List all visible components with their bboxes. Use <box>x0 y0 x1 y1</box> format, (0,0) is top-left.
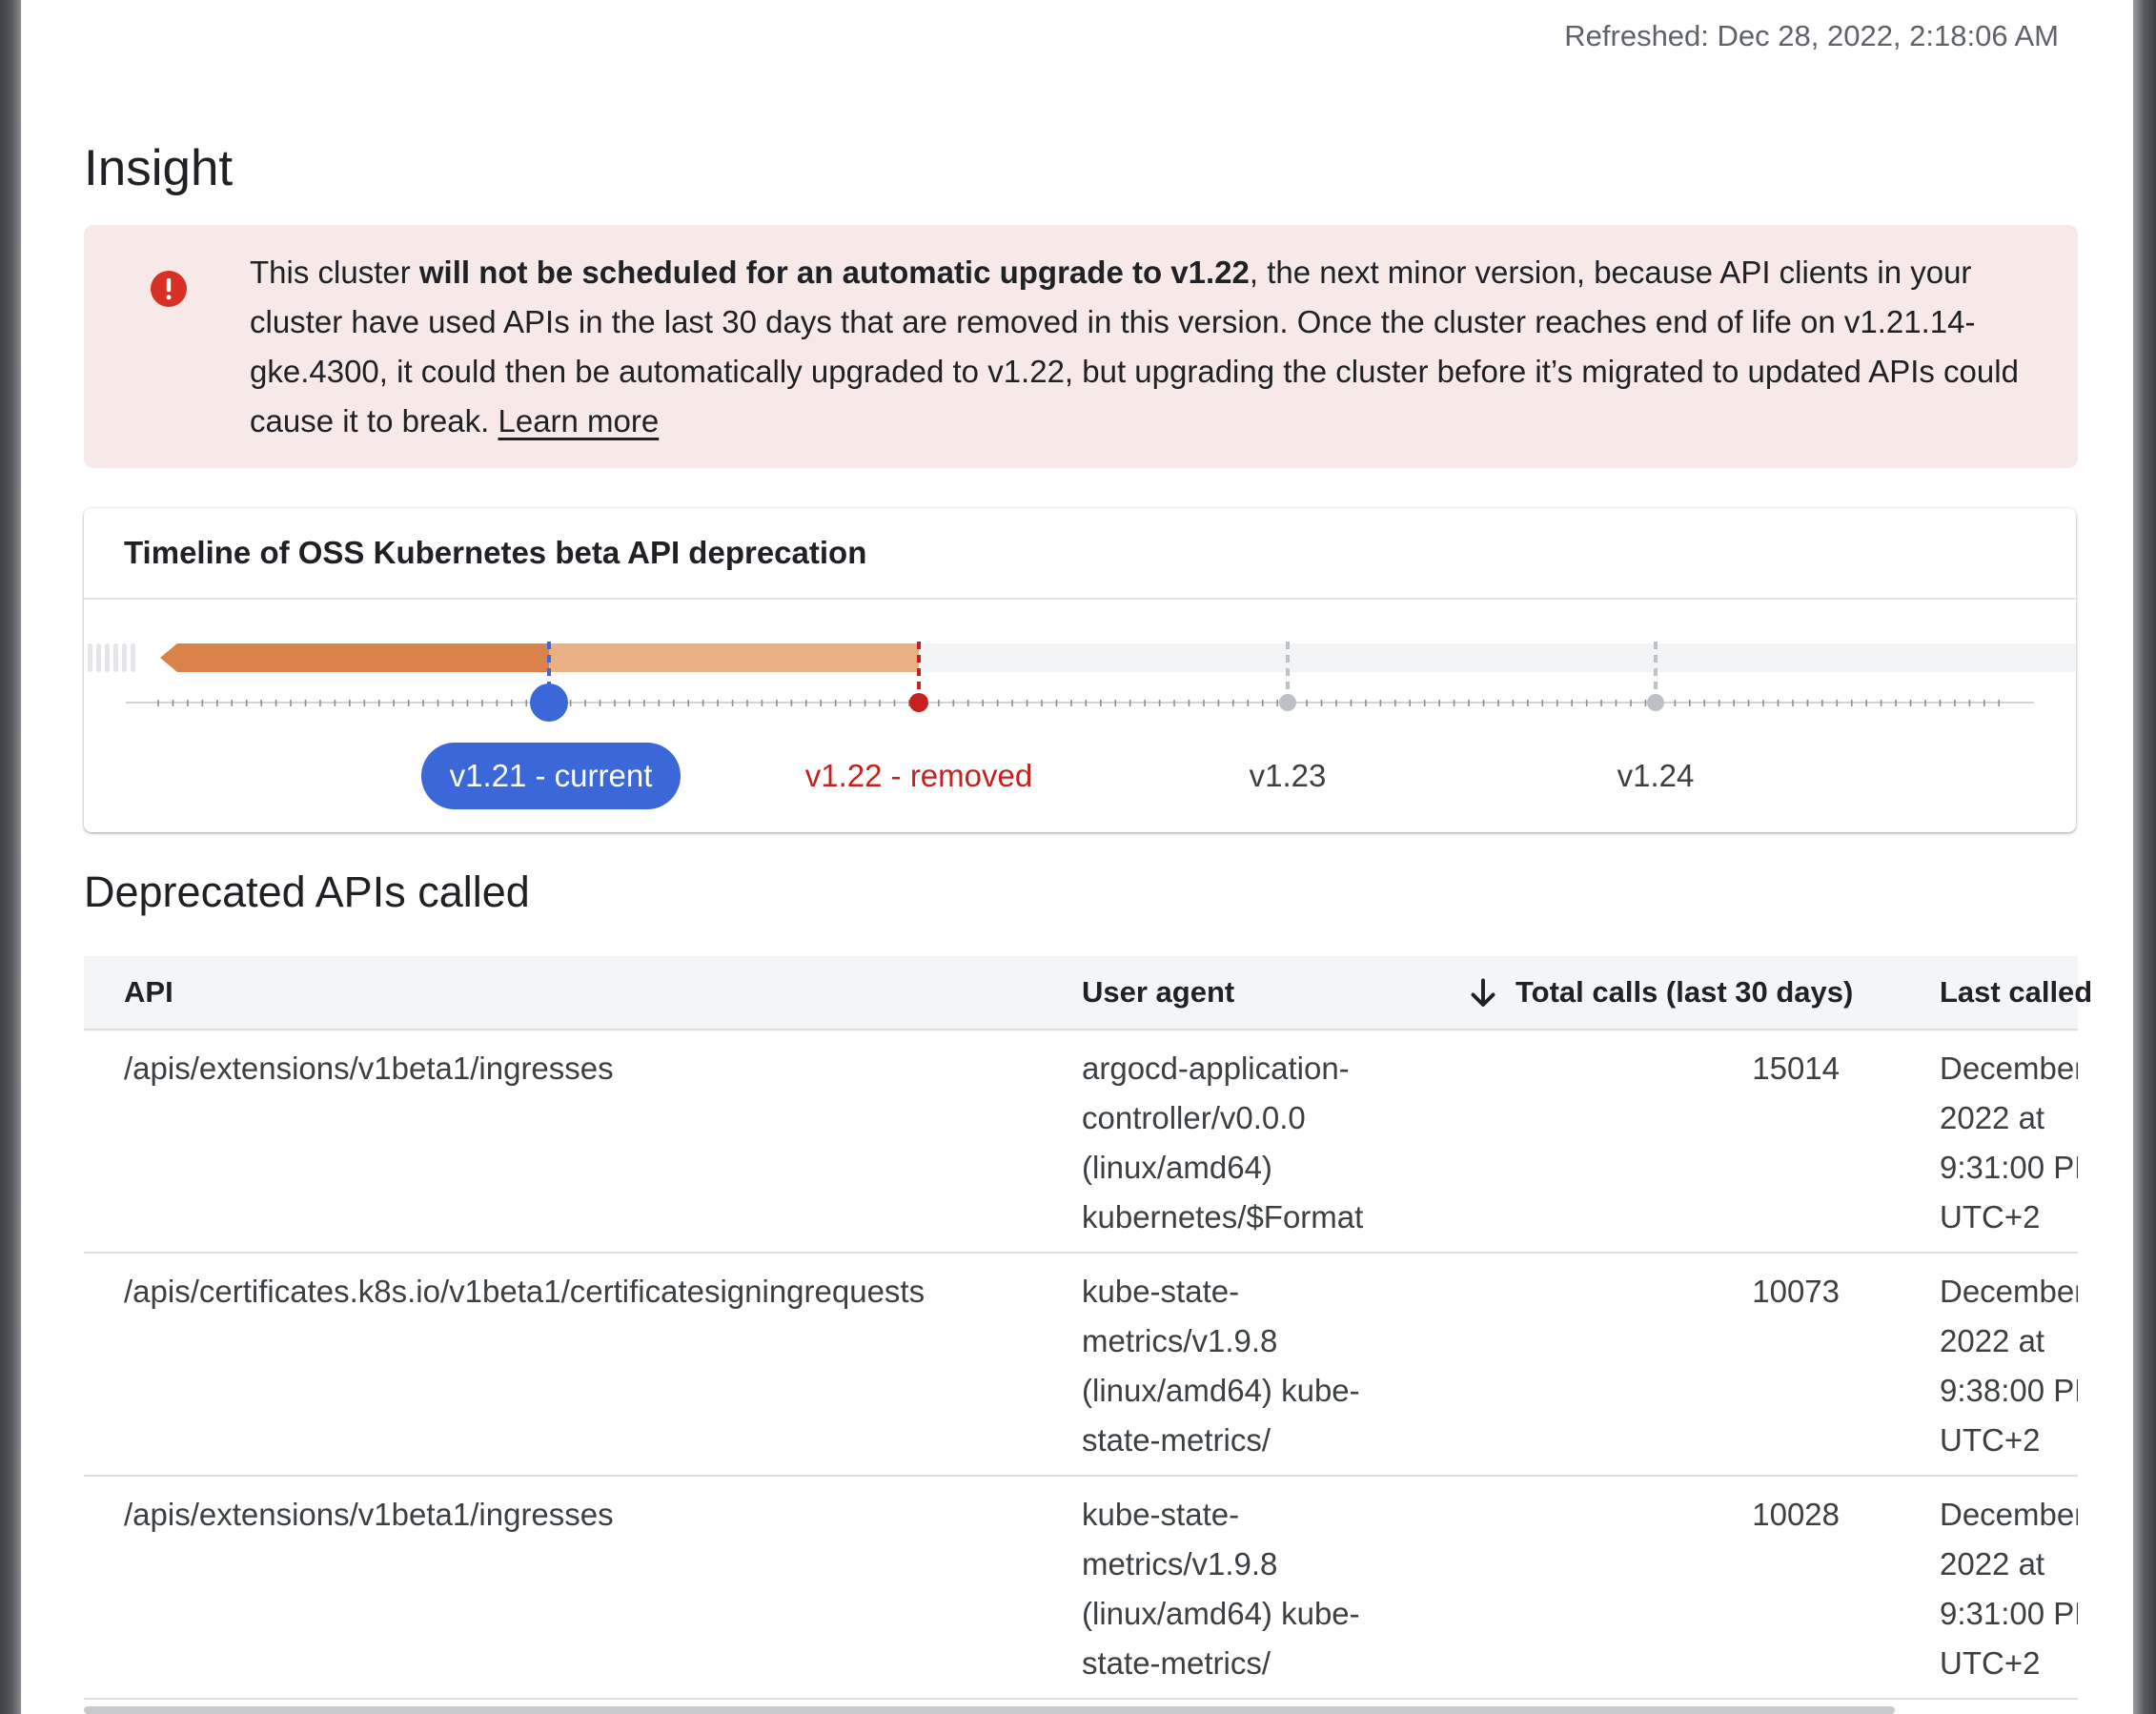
refreshed-timestamp: Refreshed: Dec 28, 2022, 2:18:06 AM <box>1564 19 2059 52</box>
window-edge-left <box>0 0 21 1714</box>
timeline-header: Timeline of OSS Kubernetes beta API depr… <box>84 508 2076 600</box>
total-calls-cell: 10028 <box>1752 1497 1840 1532</box>
user-agent-line: kube-state- <box>1082 1274 1240 1309</box>
table-row: /apis/certificates.k8s.io/v1beta1/certif… <box>84 1254 2078 1477</box>
api-path-cell: /apis/extensions/v1beta1/ingresses <box>124 1497 614 1532</box>
user-agent-line: kube-state- <box>1082 1497 1240 1532</box>
arrow-down-icon[interactable] <box>1466 975 1500 1011</box>
error-icon <box>151 271 187 307</box>
last-called-line: December 2 <box>1940 1274 2078 1309</box>
warning-message: This cluster will not be scheduled for a… <box>250 248 2051 446</box>
user-agent-line: metrics/v1.9.8 <box>1082 1546 1278 1581</box>
column-header-user-agent[interactable]: User agent <box>1082 975 1235 1009</box>
deprecated-apis-heading: Deprecated APIs called <box>84 867 530 916</box>
deprecated-track <box>549 643 919 672</box>
user-agent-line: metrics/v1.9.8 <box>1082 1323 1278 1358</box>
version-label-removed: v1.22 - removed <box>805 758 1032 793</box>
last-called-line: 9:38:00 PM <box>1940 1373 2078 1408</box>
page-title: Insight <box>84 140 234 196</box>
api-path-cell: /apis/certificates.k8s.io/v1beta1/certif… <box>124 1274 925 1309</box>
user-agent-cell: kube-state- metrics/v1.9.8 (linux/amd64)… <box>1082 1267 1396 1465</box>
table-header: API User agent Total calls (last 30 days… <box>84 956 2092 1030</box>
last-called-cell: December 2 2022 at 9:38:00 PM UTC+2 <box>1940 1267 2078 1465</box>
warning-text-end: , the next minor version, because API cl… <box>250 255 2019 439</box>
timeline-title: Timeline of OSS Kubernetes beta API depr… <box>124 535 867 570</box>
user-agent-line: argocd-application- <box>1082 1051 1350 1086</box>
version-markers <box>530 642 1664 722</box>
timeline-graphic: v1.21 - current v1.22 - removed v1.23 v1… <box>88 642 2076 809</box>
insight-panel: Refreshed: Dec 28, 2022, 2:18:06 AM Insi… <box>21 0 2133 1714</box>
version-labels: v1.21 - current v1.22 - removed v1.23 v1… <box>421 743 1694 809</box>
warning-text-start: This cluster <box>250 255 419 290</box>
deprecation-timeline-card: Timeline of OSS Kubernetes beta API depr… <box>84 508 2076 832</box>
user-agent-cell: kube-state- metrics/v1.9.8 (linux/amd64)… <box>1082 1490 1396 1688</box>
api-path-cell: /apis/extensions/v1beta1/ingresses <box>124 1051 614 1086</box>
last-called-line: December 2 <box>1940 1497 2078 1532</box>
user-agent-line: (linux/amd64) <box>1082 1150 1272 1185</box>
version-label-current: v1.21 - current <box>450 758 653 793</box>
last-called-line: December 2 <box>1940 1051 2078 1086</box>
user-agent-line: (linux/amd64) kube- <box>1082 1373 1360 1408</box>
last-called-line: UTC+2 <box>1940 1422 2041 1458</box>
version-marker-dot <box>909 693 928 712</box>
column-header-last-called[interactable]: Last called <box>1940 975 2093 1009</box>
upgrade-warning-banner: This cluster will not be scheduled for a… <box>84 225 2078 468</box>
last-called-line: 2022 at <box>1940 1100 2045 1135</box>
version-label-v123: v1.23 <box>1250 758 1327 793</box>
last-called-line: 2022 at <box>1940 1546 2045 1581</box>
version-marker-dot <box>1279 694 1296 711</box>
table-row: /apis/extensions/v1beta1/ingresses kube-… <box>84 1477 2078 1700</box>
user-agent-line: (linux/amd64) kube- <box>1082 1596 1360 1631</box>
deprecated-apis-table: API User agent Total calls (last 30 days… <box>84 956 2092 1700</box>
last-called-cell: December 2 2022 at 9:31:00 PM UTC+2 <box>1940 1044 2078 1242</box>
version-label-v124: v1.24 <box>1617 758 1695 793</box>
window-edge-right <box>2133 0 2156 1714</box>
version-marker-dot <box>1647 694 1664 711</box>
last-called-line: 9:31:00 PM <box>1940 1596 2078 1631</box>
total-calls-cell: 15014 <box>1752 1051 1840 1086</box>
user-agent-cell: argocd-application- controller/v0.0.0 (l… <box>1082 1044 1396 1242</box>
user-agent-line: state-metrics/ <box>1082 1645 1271 1681</box>
column-header-api[interactable]: API <box>124 975 173 1009</box>
current-version-pill <box>421 743 681 809</box>
last-called-line: UTC+2 <box>1940 1645 2041 1681</box>
last-called-line: UTC+2 <box>1940 1199 2041 1234</box>
total-calls-cell: 10073 <box>1752 1274 1840 1309</box>
last-called-line: 9:31:00 PM <box>1940 1150 2078 1185</box>
version-marker-dot <box>530 684 568 722</box>
warning-text-bold: will not be scheduled for an automatic u… <box>418 255 1250 290</box>
user-agent-line: kubernetes/$Format <box>1082 1199 1364 1234</box>
last-called-line: 2022 at <box>1940 1323 2045 1358</box>
fade-left-stripes <box>88 643 135 672</box>
past-track <box>160 643 549 672</box>
future-track <box>652 643 2076 672</box>
learn-more-link[interactable]: Learn more <box>498 403 660 439</box>
column-header-total-calls[interactable]: Total calls (last 30 days) <box>1515 975 1854 1009</box>
table-row: /apis/extensions/v1beta1/ingresses argoc… <box>84 1030 2078 1254</box>
user-agent-line: controller/v0.0.0 <box>1082 1100 1306 1135</box>
horizontal-scrollbar[interactable] <box>84 1706 1895 1714</box>
tick-axis <box>126 700 2034 706</box>
last-called-cell: December 2 2022 at 9:31:00 PM UTC+2 <box>1940 1490 2078 1688</box>
user-agent-line: state-metrics/ <box>1082 1422 1271 1458</box>
